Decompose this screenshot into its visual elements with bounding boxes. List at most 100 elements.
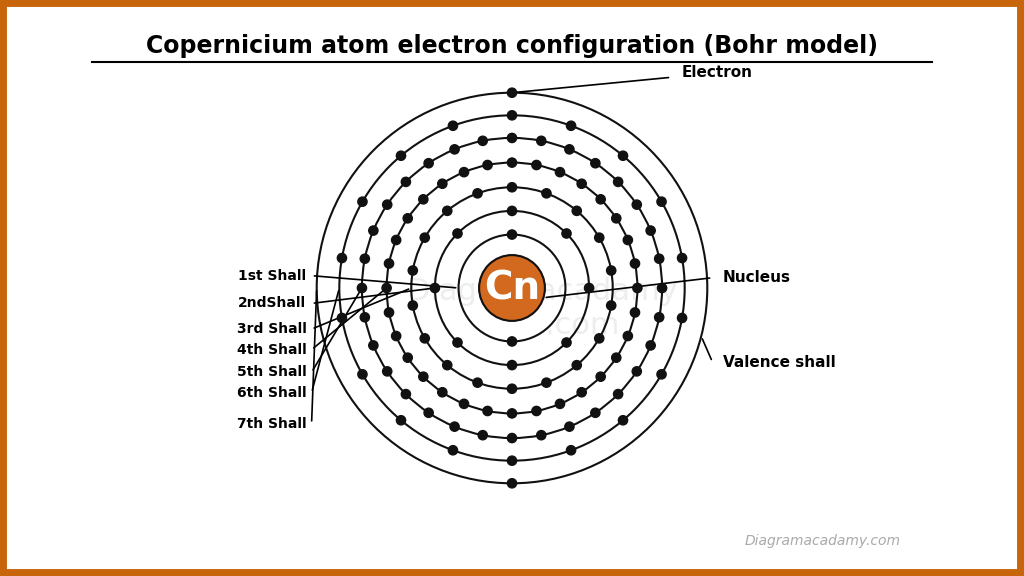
Circle shape [401,389,411,399]
Text: 5th Shall: 5th Shall [237,365,306,379]
Circle shape [473,378,482,387]
Circle shape [396,151,406,160]
Circle shape [606,301,615,310]
Circle shape [383,367,392,376]
Text: 1st Shall: 1st Shall [239,268,306,283]
Circle shape [369,226,378,235]
Circle shape [507,479,517,488]
Circle shape [646,341,655,350]
Circle shape [391,331,400,340]
Circle shape [596,372,605,381]
Circle shape [654,313,664,322]
Circle shape [357,197,367,206]
Circle shape [420,334,429,343]
Circle shape [384,308,393,317]
Circle shape [611,353,621,362]
Circle shape [624,331,633,340]
Circle shape [479,255,545,321]
Circle shape [613,177,623,187]
Circle shape [337,313,346,323]
Circle shape [507,88,517,97]
Circle shape [483,406,493,416]
Circle shape [478,430,487,440]
Circle shape [384,259,393,268]
Circle shape [473,189,482,198]
Circle shape [654,254,664,263]
Circle shape [357,370,367,379]
Circle shape [478,136,487,146]
Circle shape [360,313,370,322]
Circle shape [507,158,517,167]
Circle shape [453,229,462,238]
Circle shape [624,236,633,245]
Circle shape [646,226,655,235]
Text: Diagramacadamy.com: Diagramacadamy.com [745,535,901,548]
Circle shape [613,389,623,399]
Circle shape [572,206,582,215]
Circle shape [401,177,411,187]
Circle shape [537,136,546,146]
Circle shape [391,236,400,245]
Circle shape [450,422,459,431]
Circle shape [591,408,600,418]
Circle shape [442,361,452,370]
Circle shape [507,206,517,215]
Text: 7th Shall: 7th Shall [237,416,306,431]
Circle shape [595,334,604,343]
Text: 2ndShall: 2ndShall [239,297,306,310]
Circle shape [595,233,604,242]
Circle shape [450,145,459,154]
Circle shape [585,283,594,293]
Circle shape [537,430,546,440]
Circle shape [611,214,621,223]
Text: 6th Shall: 6th Shall [237,386,306,400]
Circle shape [337,253,346,263]
Circle shape [542,189,551,198]
Circle shape [531,160,541,170]
Circle shape [382,283,391,293]
Circle shape [678,253,687,263]
Circle shape [578,179,587,188]
Text: Copernicium atom electron configuration (Bohr model): Copernicium atom electron configuration … [146,34,878,58]
Circle shape [507,361,517,370]
Circle shape [403,214,413,223]
Circle shape [507,384,517,393]
Circle shape [633,283,642,293]
Circle shape [449,121,458,130]
Circle shape [578,388,587,397]
Circle shape [507,133,517,142]
Circle shape [632,367,641,376]
Circle shape [360,254,370,263]
Circle shape [566,446,575,455]
Circle shape [403,353,413,362]
Circle shape [591,158,600,168]
Circle shape [507,456,517,465]
Circle shape [657,283,667,293]
Circle shape [409,266,418,275]
Text: 3rd Shall: 3rd Shall [237,322,306,336]
Circle shape [424,158,433,168]
Circle shape [632,200,641,209]
Circle shape [631,308,640,317]
Text: 4th Shall: 4th Shall [237,343,306,357]
Circle shape [460,399,469,408]
Circle shape [631,259,640,268]
Circle shape [420,233,429,242]
Circle shape [542,378,551,387]
Circle shape [566,121,575,130]
Circle shape [531,406,541,416]
Circle shape [562,338,571,347]
Circle shape [430,283,439,293]
Circle shape [396,416,406,425]
Circle shape [657,197,667,206]
Circle shape [507,111,517,120]
Circle shape [453,338,462,347]
Circle shape [369,341,378,350]
Circle shape [383,200,392,209]
Circle shape [555,399,564,408]
Circle shape [565,145,574,154]
Circle shape [562,229,571,238]
Text: Diagramacadamy
        .com: Diagramacadamy .com [408,277,678,340]
Circle shape [596,195,605,204]
Circle shape [442,206,452,215]
